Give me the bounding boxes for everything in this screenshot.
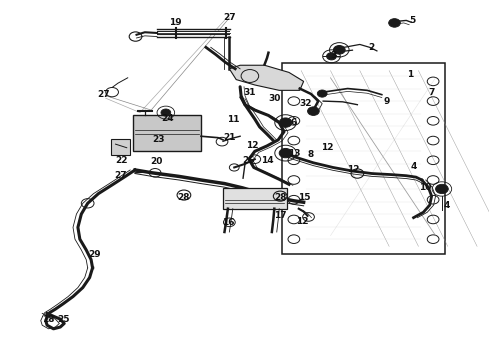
Text: 15: 15 <box>298 193 311 202</box>
Bar <box>111 139 130 155</box>
Text: 22: 22 <box>116 156 128 165</box>
Text: 18: 18 <box>42 315 55 324</box>
Text: 12: 12 <box>246 141 259 150</box>
Bar <box>282 63 445 253</box>
Text: 7: 7 <box>428 87 435 96</box>
Text: 30: 30 <box>268 94 280 103</box>
Text: 4: 4 <box>443 201 450 210</box>
Text: 21: 21 <box>223 133 236 142</box>
Text: 28: 28 <box>178 193 190 202</box>
Text: 25: 25 <box>57 315 70 324</box>
Text: 17: 17 <box>274 211 287 220</box>
Text: 14: 14 <box>261 156 273 165</box>
Text: 13: 13 <box>288 149 300 158</box>
Text: 2: 2 <box>368 43 374 52</box>
Circle shape <box>436 184 448 194</box>
Text: 12: 12 <box>296 217 309 226</box>
Text: 28: 28 <box>274 193 287 202</box>
Text: 12: 12 <box>321 143 333 152</box>
Text: 12: 12 <box>347 165 360 174</box>
Text: 16: 16 <box>221 218 234 227</box>
Polygon shape <box>229 65 304 90</box>
Circle shape <box>279 148 292 158</box>
Circle shape <box>161 109 171 116</box>
Text: 9: 9 <box>384 97 390 106</box>
Text: 27: 27 <box>223 13 236 22</box>
Circle shape <box>308 107 319 116</box>
Text: 26: 26 <box>243 156 255 165</box>
Text: 31: 31 <box>244 87 256 96</box>
Text: 19: 19 <box>170 18 182 27</box>
Text: 4: 4 <box>411 162 417 171</box>
Bar <box>133 116 201 151</box>
Text: 1: 1 <box>407 70 413 79</box>
Bar <box>223 188 287 209</box>
Text: 3: 3 <box>331 51 337 60</box>
Circle shape <box>318 90 327 97</box>
Circle shape <box>327 53 336 60</box>
Text: 23: 23 <box>152 135 164 144</box>
Text: 27: 27 <box>114 171 127 180</box>
Circle shape <box>389 19 400 27</box>
Text: 32: 32 <box>300 99 312 108</box>
Text: 27: 27 <box>97 90 110 99</box>
Circle shape <box>279 118 292 127</box>
Text: 5: 5 <box>410 16 416 25</box>
Text: 29: 29 <box>88 250 101 259</box>
Circle shape <box>333 45 345 54</box>
Text: 8: 8 <box>308 150 314 159</box>
Text: 11: 11 <box>226 115 239 124</box>
Text: 20: 20 <box>150 157 162 166</box>
Text: 24: 24 <box>162 114 174 123</box>
Text: 10: 10 <box>418 183 431 192</box>
Text: 6: 6 <box>291 118 297 127</box>
